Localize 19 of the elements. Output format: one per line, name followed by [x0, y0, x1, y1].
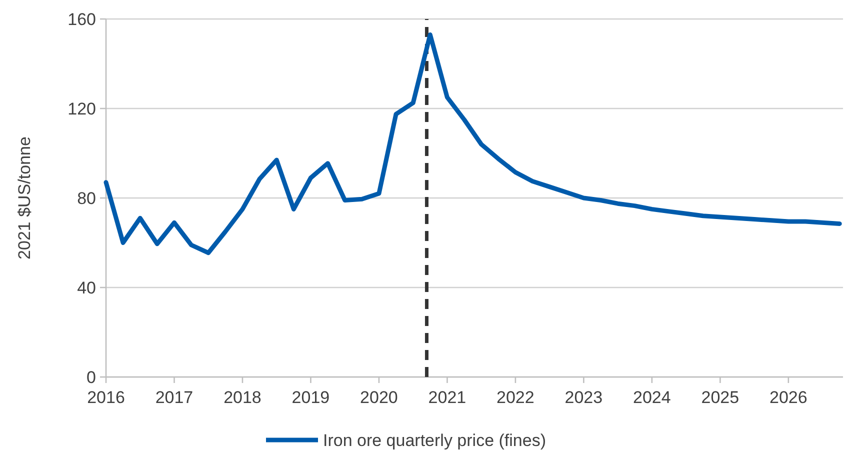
- line-series: [104, 32, 842, 256]
- x-tick-label: 2026: [769, 388, 808, 407]
- y-tick-label: 80: [77, 188, 96, 208]
- x-tick-label: 2021: [428, 388, 466, 407]
- y-axis-title: 2021 $US/tonne: [15, 136, 34, 260]
- x-tick-label: 2022: [496, 388, 534, 407]
- x-tick-label: 2018: [224, 388, 262, 407]
- x-tick-label: 2020: [360, 388, 398, 407]
- x-tick-label: 2023: [564, 388, 603, 407]
- y-tick-label: 160: [68, 10, 96, 29]
- y-tick-label: 40: [77, 278, 96, 298]
- x-tick-label: 2019: [292, 388, 330, 407]
- y-tick-label: 0: [86, 368, 96, 387]
- x-tick-label: 2024: [633, 388, 671, 407]
- legend-label: Iron ore quarterly price (fines): [323, 430, 546, 450]
- x-tick-label: 2016: [87, 388, 125, 407]
- x-tick-label: 2017: [155, 388, 194, 407]
- y-tick-label: 120: [68, 99, 96, 118]
- x-tick-label: 2025: [701, 388, 740, 407]
